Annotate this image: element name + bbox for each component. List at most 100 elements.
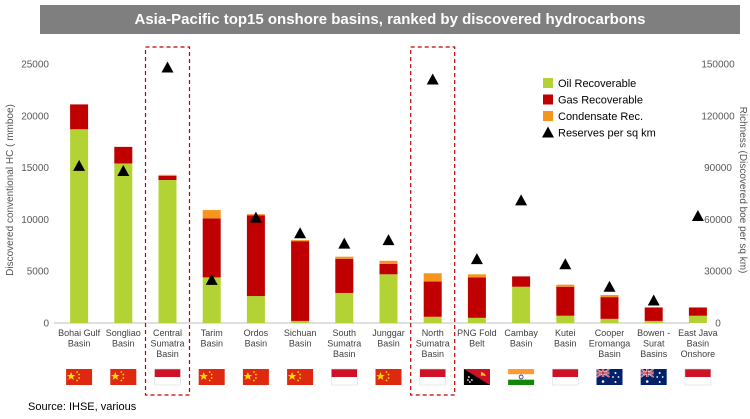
- marker-point: [515, 194, 528, 206]
- marker-points: [73, 61, 704, 306]
- bar-segment: [423, 281, 442, 317]
- flag-indonesia-icon: [551, 368, 579, 386]
- legend-marker: [542, 126, 554, 138]
- y-tick-label: 20000: [21, 111, 49, 122]
- y2-tick-label: 120000: [701, 111, 735, 122]
- flag-india-icon: [508, 369, 535, 385]
- marker-point: [426, 73, 439, 85]
- legend: Oil Recoverable Gas Recoverable Condensate…: [542, 78, 656, 140]
- flag-china-icon: [110, 369, 137, 385]
- marker-point: [470, 253, 483, 265]
- bar-segment: [335, 256, 354, 259]
- flag-australia-icon: [640, 368, 667, 385]
- y-tick-label: 5000: [27, 267, 50, 278]
- y2-tick-label: 0: [715, 319, 721, 330]
- bar-segment: [202, 218, 221, 278]
- y-axis-left: 0 5000 10000 15000 20000 25000: [21, 60, 49, 330]
- x-tick-label: East Java Basin Onshore: [678, 328, 718, 359]
- bar-segment: [423, 316, 442, 323]
- x-tick-label: Cooper Eromanga Basin: [589, 328, 631, 359]
- bar-segment: [556, 286, 575, 316]
- legend-label: Condensate Rec.: [558, 111, 643, 123]
- marker-point: [691, 209, 704, 221]
- bar-segment: [379, 260, 398, 264]
- x-tick-label: Junggar Basin: [372, 328, 405, 349]
- x-tick-label: Central Sumatra Basin: [150, 328, 184, 359]
- marker-point: [161, 61, 174, 73]
- flag-png-icon: [463, 369, 490, 385]
- bar-segment: [335, 258, 354, 293]
- x-tick-label: Songliao Basin: [106, 328, 141, 349]
- bar-segment: [688, 315, 707, 323]
- bar-segment: [291, 241, 310, 321]
- x-tick-label: Bowen -Surat Basins: [637, 328, 670, 359]
- marker-point: [117, 165, 130, 177]
- flags: [66, 368, 712, 386]
- highlight-box: [410, 46, 456, 396]
- bar-segment: [291, 320, 310, 323]
- bar-segment: [644, 307, 663, 321]
- bar-segment: [467, 317, 486, 323]
- flag-indonesia-icon: [419, 368, 447, 386]
- bar-segment: [291, 240, 310, 242]
- bar-segment: [379, 274, 398, 323]
- marker-point: [338, 237, 351, 249]
- flag-china-icon: [66, 369, 93, 385]
- x-tick-label: South Sumatra Basin: [327, 328, 361, 359]
- y-tick-label: 25000: [21, 60, 49, 71]
- y-axis-right: 0 30000 60000 90000 120000 150000: [701, 60, 735, 330]
- x-tick-label: Cambay Basin: [504, 328, 538, 349]
- bar-segment: [423, 273, 442, 282]
- marker-point: [559, 258, 572, 270]
- x-tick-label: Ordos Basin: [244, 328, 269, 349]
- bar-segment: [158, 175, 177, 181]
- bar-segment: [379, 263, 398, 275]
- flag-china-icon: [375, 369, 402, 385]
- flag-china-icon: [287, 369, 314, 385]
- marker-point: [647, 294, 660, 306]
- x-tick-label: Bohai Gulf Basin: [58, 328, 101, 349]
- y2-tick-label: 90000: [704, 163, 732, 174]
- bar-segment: [600, 295, 619, 298]
- x-tick-label: Sichuan Basin: [284, 328, 317, 349]
- legend-label: Reserves per sq km: [558, 128, 656, 140]
- legend-swatch: [543, 78, 553, 88]
- marker-point: [382, 234, 395, 246]
- y2-tick-label: 30000: [704, 267, 732, 278]
- bars: [70, 104, 707, 323]
- bar-segment: [556, 315, 575, 323]
- x-tick-label: Tarim Basin: [200, 328, 223, 349]
- flag-indonesia-icon: [154, 368, 181, 386]
- flag-indonesia-icon: [330, 368, 358, 386]
- marker-point: [603, 280, 616, 292]
- legend-swatch: [543, 111, 553, 121]
- bar-segment: [600, 318, 619, 323]
- x-tick-label: North Sumatra Basin: [416, 328, 450, 359]
- bar-segment: [70, 129, 89, 323]
- y-tick-label: 10000: [21, 215, 49, 226]
- bar-segment: [600, 297, 619, 319]
- bar-segment: [158, 180, 177, 323]
- bar-segment: [114, 163, 133, 323]
- y-tick-label: 0: [43, 319, 49, 330]
- highlight-boxes: [144, 46, 456, 396]
- source-note: Source: IHSE, various: [28, 401, 137, 413]
- marker-point: [249, 211, 262, 223]
- marker-point: [294, 227, 307, 239]
- bar-segment: [202, 277, 221, 323]
- highlight-box: [144, 46, 191, 396]
- bar-segment: [114, 146, 133, 164]
- x-tick-label: Kutei Basin: [554, 328, 577, 349]
- bar-segment: [688, 307, 707, 316]
- bar-segment: [335, 292, 354, 323]
- legend-swatch: [543, 94, 553, 105]
- flag-china-icon: [242, 369, 269, 385]
- bar-segment: [246, 215, 265, 297]
- bar-segment: [556, 284, 575, 287]
- bar-segment: [158, 174, 177, 176]
- y2-tick-label: 60000: [704, 215, 732, 226]
- marker-point: [205, 273, 218, 285]
- legend-label: Oil Recoverable: [558, 78, 636, 90]
